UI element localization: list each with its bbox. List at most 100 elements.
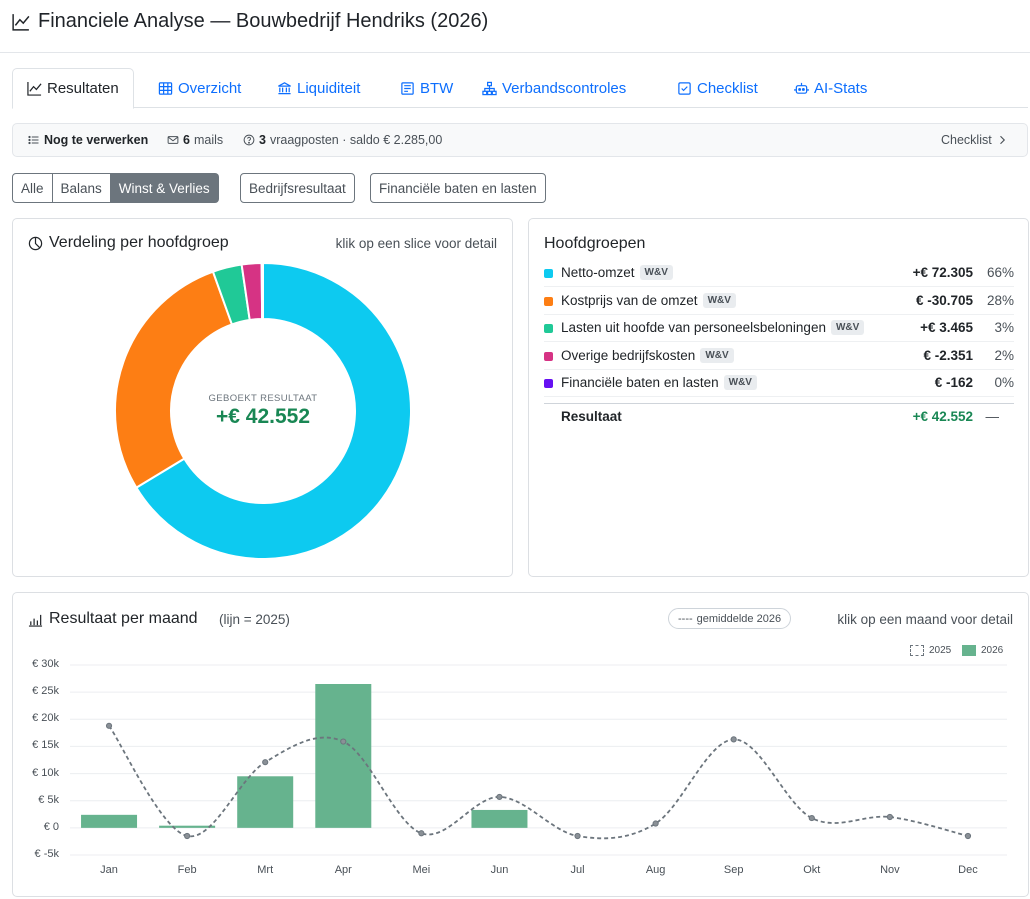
- mails-label: mails: [193, 133, 224, 147]
- type-badge: W&V: [723, 375, 757, 391]
- robot-icon: [794, 82, 809, 94]
- x-tick-label: Jan: [100, 864, 118, 876]
- monthly-title-text: Resultaat per maand: [49, 610, 198, 627]
- y-tick-label: € 30k: [32, 658, 59, 670]
- tab-checklist[interactable]: Checklist: [677, 68, 758, 108]
- checklist-link[interactable]: Checklist: [941, 133, 1008, 147]
- x-tick-label: Apr: [334, 864, 352, 876]
- hoofdgroep-amount: +€ 3.465: [920, 320, 973, 336]
- hoofdgroep-name-text: Financiële baten en lasten: [561, 375, 719, 391]
- y-tick-label: € 0: [43, 820, 59, 833]
- table-icon: [158, 81, 173, 95]
- chart-line-icon: [27, 81, 42, 96]
- x-tick-label: Jul: [570, 864, 585, 876]
- questions-label: vraagposten · saldo € 2.285,00: [269, 133, 443, 147]
- hoofdgroep-row[interactable]: Financiële baten en lasten W&V € -162 0%: [544, 370, 1014, 398]
- hoofdgroep-pct: 66%: [986, 265, 1014, 280]
- tab-label: Liquiditeit: [297, 79, 361, 97]
- tab-verbandscontroles[interactable]: Verbandscontroles: [482, 68, 626, 108]
- question-circle-icon: [243, 134, 255, 146]
- y-tick-label: € 15k: [32, 739, 59, 752]
- hoofdgroep-name-text: Kostprijs van de omzet: [561, 292, 698, 308]
- type-badge: W&V: [702, 292, 736, 308]
- hoofdgroep-name: Kostprijs van de omzet W&V: [561, 292, 736, 308]
- mails-status[interactable]: 6 mails: [167, 133, 223, 147]
- average-label: gemiddelde 2026: [696, 612, 782, 625]
- todo-label: Nog te verwerken: [44, 133, 149, 147]
- hoofdgroep-row[interactable]: Netto-omzet W&V +€ 72.305 66%: [544, 260, 1014, 287]
- x-tick-label: Sep: [723, 864, 744, 876]
- hoofdgroep-row[interactable]: Kostprijs van de omzet W&V € -30.705 28%: [544, 288, 1014, 315]
- hoofdgroep-pct: 3%: [994, 320, 1014, 336]
- legend-label-2025: 2025: [929, 645, 952, 656]
- x-tick-label: Dec: [958, 864, 978, 876]
- chevron-right-icon: [999, 135, 1005, 145]
- check-square-icon: [678, 81, 691, 95]
- type-badge: W&V: [700, 347, 734, 363]
- distribution-title-text: Verdeling per hoofdgroep: [49, 234, 229, 251]
- average-toggle[interactable]: ---- gemiddelde 2026: [668, 608, 792, 629]
- x-tick-label: Aug: [645, 864, 666, 876]
- questions-status[interactable]: 3 vraagposten · saldo € 2.285,00: [243, 133, 442, 147]
- filter-winst-verlies[interactable]: Winst & Verlies: [110, 173, 219, 203]
- result-pct: —: [985, 409, 1000, 424]
- hoofdgroep-amount: € -30.705: [915, 292, 973, 308]
- result-row: Resultaat +€ 42.552 —: [544, 403, 1014, 430]
- tab-overzicht[interactable]: Overzicht: [158, 68, 241, 108]
- distribution-card: Verdeling per hoofdgroep klik op een sli…: [12, 218, 513, 577]
- tab-label: BTW: [420, 79, 454, 97]
- legend-2025[interactable]: 2025: [910, 645, 951, 656]
- hoofdgroep-amount: € -2.351: [923, 347, 973, 363]
- distribution-hint: klik op een slice voor detail: [335, 236, 497, 251]
- bank-icon: [278, 81, 291, 94]
- filter-financiele-baten-lasten[interactable]: Financiële baten en lasten: [370, 173, 546, 203]
- hoofdgroep-name-text: Overige bedrijfskosten: [561, 347, 696, 363]
- filter-bedrijfsresultaat[interactable]: Bedrijfsresultaat: [240, 173, 355, 203]
- color-dot: [544, 379, 553, 389]
- monthly-subtitle: (lijn = 2025): [219, 612, 290, 627]
- color-dot: [544, 269, 553, 278]
- status-bar: Nog te verwerken 6 mails 3 vraagposten ·…: [12, 123, 1028, 157]
- filter-bedrijfsresultaat-wrap: Bedrijfsresultaat: [240, 173, 355, 203]
- todo-status: Nog te verwerken: [28, 133, 148, 147]
- page-title-text: Financiele Analyse — Bouwbedrijf Hendrik…: [38, 10, 489, 32]
- diagram-icon: [482, 81, 497, 95]
- questions-count: 3: [259, 133, 266, 147]
- x-tick-label: Nov: [880, 864, 900, 876]
- monthly-title: Resultaat per maand: [28, 610, 198, 628]
- chart-line-icon: [12, 13, 30, 31]
- y-tick-label: € 20k: [32, 712, 59, 725]
- hoofdgroep-pct: 2%: [994, 347, 1014, 363]
- tab-label: Resultaten: [47, 80, 119, 97]
- hoofdgroepen-card: Hoofdgroepen Netto-omzet W&V +€ 72.305 66% K…: [528, 218, 1029, 577]
- tab-label: Verbandscontroles: [502, 79, 627, 97]
- legend-swatch-2025: [910, 645, 924, 656]
- filter-alle[interactable]: Alle: [12, 173, 53, 203]
- tab-liquiditeit[interactable]: Liquiditeit: [277, 68, 360, 108]
- tab-resultaten[interactable]: Resultaten: [12, 68, 134, 109]
- hoofdgroep-name: Lasten uit hoofde van personeelsbeloning…: [561, 320, 865, 336]
- filter-balans[interactable]: Balans: [52, 173, 111, 203]
- tab-label: Checklist: [697, 79, 758, 97]
- donut-slice[interactable]: [260, 261, 264, 321]
- hoofdgroep-row[interactable]: Overige bedrijfskosten W&V € -2.351 2%: [544, 343, 1014, 370]
- tab-ai-stats[interactable]: AI-Stats: [794, 68, 867, 108]
- legend-label-2026: 2026: [981, 645, 1004, 656]
- type-badge: W&V: [830, 320, 865, 336]
- tab-label: Overzicht: [178, 79, 242, 97]
- donut-slice[interactable]: [114, 270, 234, 489]
- donut-chart[interactable]: [113, 261, 413, 561]
- legend-2026[interactable]: 2026: [962, 645, 1003, 656]
- donut-center-value: +€ 42.552: [13, 405, 513, 429]
- hoofdgroep-name: Financiële baten en lasten W&V: [561, 375, 757, 391]
- tab-btw[interactable]: BTW: [400, 68, 453, 108]
- dash-icon: ----: [678, 612, 693, 625]
- x-tick-label: Jun: [490, 864, 509, 876]
- pie-chart-icon: [28, 236, 43, 250]
- filter-group: Alle Balans Winst & Verlies: [12, 173, 219, 203]
- list-icon: [28, 135, 39, 145]
- hoofdgroep-row[interactable]: Lasten uit hoofde van personeelsbeloning…: [544, 315, 1014, 343]
- donut-slice[interactable]: [134, 261, 412, 560]
- legend-swatch-2026: [962, 645, 976, 656]
- color-dot: [544, 324, 553, 334]
